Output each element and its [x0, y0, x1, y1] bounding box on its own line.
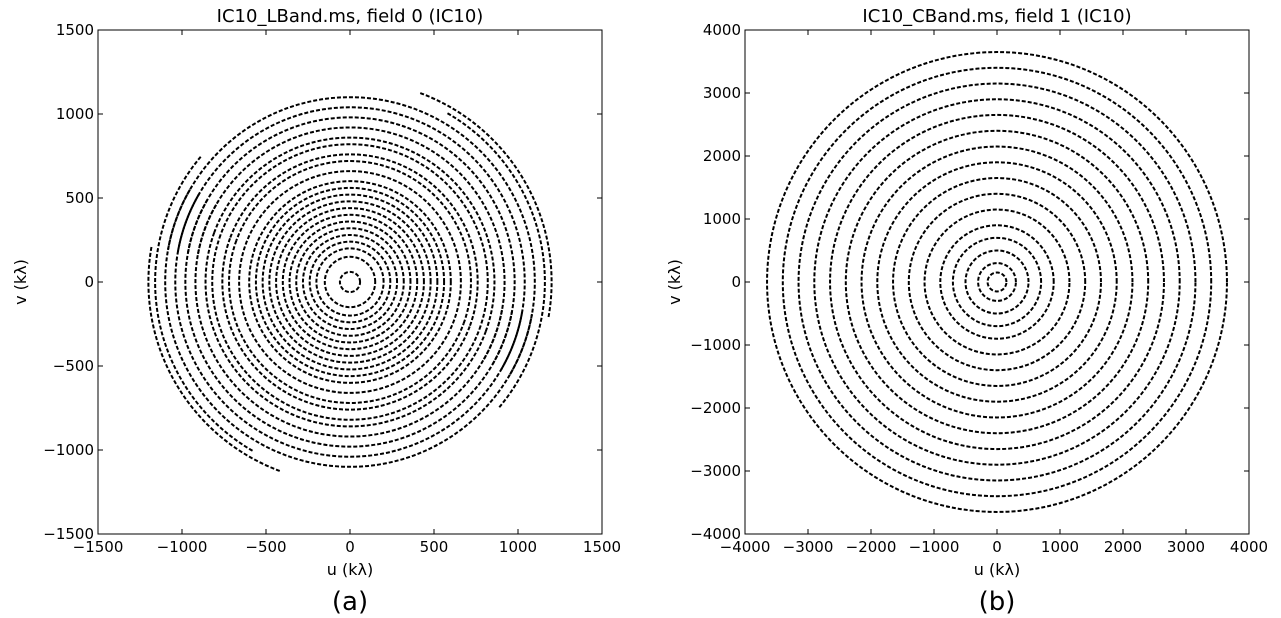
y-tick-label: −4000 [690, 525, 741, 543]
uv-track [977, 262, 1017, 302]
x-tick-label: 500 [420, 538, 449, 556]
x-tick-label: −2000 [846, 538, 897, 556]
x-axis-title: u (kλ) [327, 560, 373, 579]
y-tick-label: −1500 [43, 525, 94, 543]
uv-track [781, 66, 1213, 498]
uv-track [228, 240, 465, 404]
uv-track [204, 232, 487, 428]
x-tick-label: 4000 [1230, 538, 1268, 556]
plot-area [766, 51, 1228, 513]
uv-track [315, 247, 385, 317]
x-tick-label: 1500 [583, 538, 621, 556]
uv-track [164, 189, 533, 468]
uv-track [892, 177, 1102, 387]
plot-frame [744, 29, 1250, 535]
uv-track [221, 237, 471, 411]
uv-track [275, 207, 425, 357]
uv-track [219, 143, 489, 330]
y-tick-label: 1000 [703, 210, 741, 228]
uv-track [194, 204, 504, 438]
y-axis-title: v (kλ) [665, 259, 684, 305]
uv-track [308, 240, 392, 324]
uv-track [923, 208, 1071, 356]
y-tick-label: 0 [731, 273, 741, 291]
panel-label: (b) [979, 587, 1016, 617]
x-tick-label: −4000 [720, 538, 771, 556]
y-tick-label: −500 [53, 357, 94, 375]
uv-track [147, 246, 282, 473]
plot-area [147, 91, 553, 473]
x-tick-label: 1000 [1041, 538, 1079, 556]
uv-track [301, 233, 399, 331]
uv-track [248, 180, 452, 384]
uv-track [154, 156, 254, 452]
uv-track [295, 227, 405, 337]
uv-track [211, 234, 481, 421]
y-tick-label: 3000 [703, 84, 741, 102]
y-tick-label: −3000 [690, 462, 741, 480]
x-tick-label: 2000 [1104, 538, 1142, 556]
panel-a: IC10_LBand.ms, field 0 (IC10) −1500 −1000… [11, 6, 621, 617]
x-tick-label: −1000 [909, 538, 960, 556]
y-tick-label: 2000 [703, 147, 741, 165]
uv-track [813, 98, 1181, 466]
x-tick-label: 0 [345, 538, 355, 556]
uv-track [766, 51, 1228, 513]
x-axis-title: u (kλ) [974, 560, 1020, 579]
x-tick-label: −500 [245, 538, 286, 556]
uv-track [229, 153, 479, 327]
uv-track [235, 160, 472, 324]
uv-track [986, 271, 1008, 293]
plot-frame [97, 29, 603, 535]
uv-track [829, 114, 1165, 450]
uv-track [939, 224, 1055, 340]
x-tick-label: −3000 [783, 538, 834, 556]
uv-track [797, 82, 1197, 482]
y-tick-label: 4000 [703, 21, 741, 39]
uv-track [254, 187, 446, 377]
x-tick-label: 3000 [1167, 538, 1205, 556]
uv-track [338, 270, 362, 294]
uv-track [907, 192, 1087, 372]
y-axis-title: v (kλ) [11, 259, 30, 305]
y-tick-label: −1000 [43, 441, 94, 459]
y-tick-label: 0 [84, 273, 94, 291]
uv-track [964, 249, 1030, 315]
tick-group: −4000 −3000 −2000 −1000 0 1000 2000 3000 4000 −40… [690, 21, 1268, 556]
uv-track [213, 136, 496, 332]
x-tick-label: 0 [992, 538, 1002, 556]
tick-group: −1500 −1000 −500 0 500 1000 1500 −1500 −1000 −500… [43, 21, 621, 556]
x-tick-label: −1500 [73, 538, 124, 556]
panel-b: IC10_CBand.ms, field 1 (IC10) −4000 −3000… [665, 6, 1268, 617]
uv-track [196, 126, 506, 360]
plot-title: IC10_LBand.ms, field 0 (IC10) [217, 6, 484, 27]
uv-track [281, 213, 419, 351]
plot-title: IC10_CBand.ms, field 1 (IC10) [862, 6, 1131, 27]
panel-label: (a) [332, 587, 368, 617]
uv-track [876, 161, 1118, 403]
uv-track [418, 91, 553, 318]
x-tick-label: 1000 [499, 538, 537, 556]
y-tick-label: 1500 [56, 21, 94, 39]
uv-track [323, 255, 377, 309]
y-tick-label: 500 [65, 189, 94, 207]
uv-track [261, 193, 439, 371]
y-tick-label: 1000 [56, 105, 94, 123]
uv-track [268, 200, 432, 364]
x-tick-label: −1000 [157, 538, 208, 556]
y-tick-label: −2000 [690, 399, 741, 417]
y-tick-label: −1000 [690, 336, 741, 354]
uv-track [288, 220, 412, 344]
uv-track [238, 170, 462, 394]
uv-track [446, 112, 546, 408]
uv-track [951, 236, 1043, 328]
uv-track [167, 96, 536, 375]
uv-track [860, 145, 1134, 419]
uv-track [844, 129, 1150, 435]
